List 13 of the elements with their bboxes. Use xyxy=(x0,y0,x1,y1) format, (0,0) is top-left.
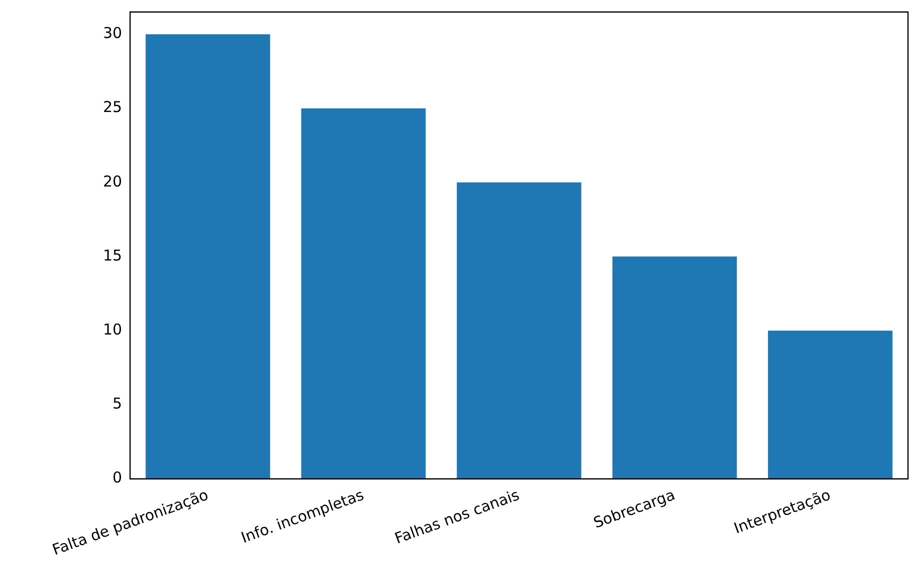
y-tick-label: 5 xyxy=(112,394,122,413)
y-tick-label: 25 xyxy=(102,98,122,116)
bar xyxy=(301,108,426,479)
y-tick-label: 0 xyxy=(112,468,122,487)
bar xyxy=(456,182,582,479)
x-tick-label: Falhas nos canais xyxy=(392,486,522,548)
y-tick-label: 20 xyxy=(102,172,122,190)
bar xyxy=(146,34,270,479)
bar xyxy=(768,330,892,479)
bar xyxy=(612,256,737,479)
y-tick-label: 30 xyxy=(102,24,122,42)
y-tick-label: 10 xyxy=(102,320,122,338)
y-tick-label: 15 xyxy=(102,246,122,264)
